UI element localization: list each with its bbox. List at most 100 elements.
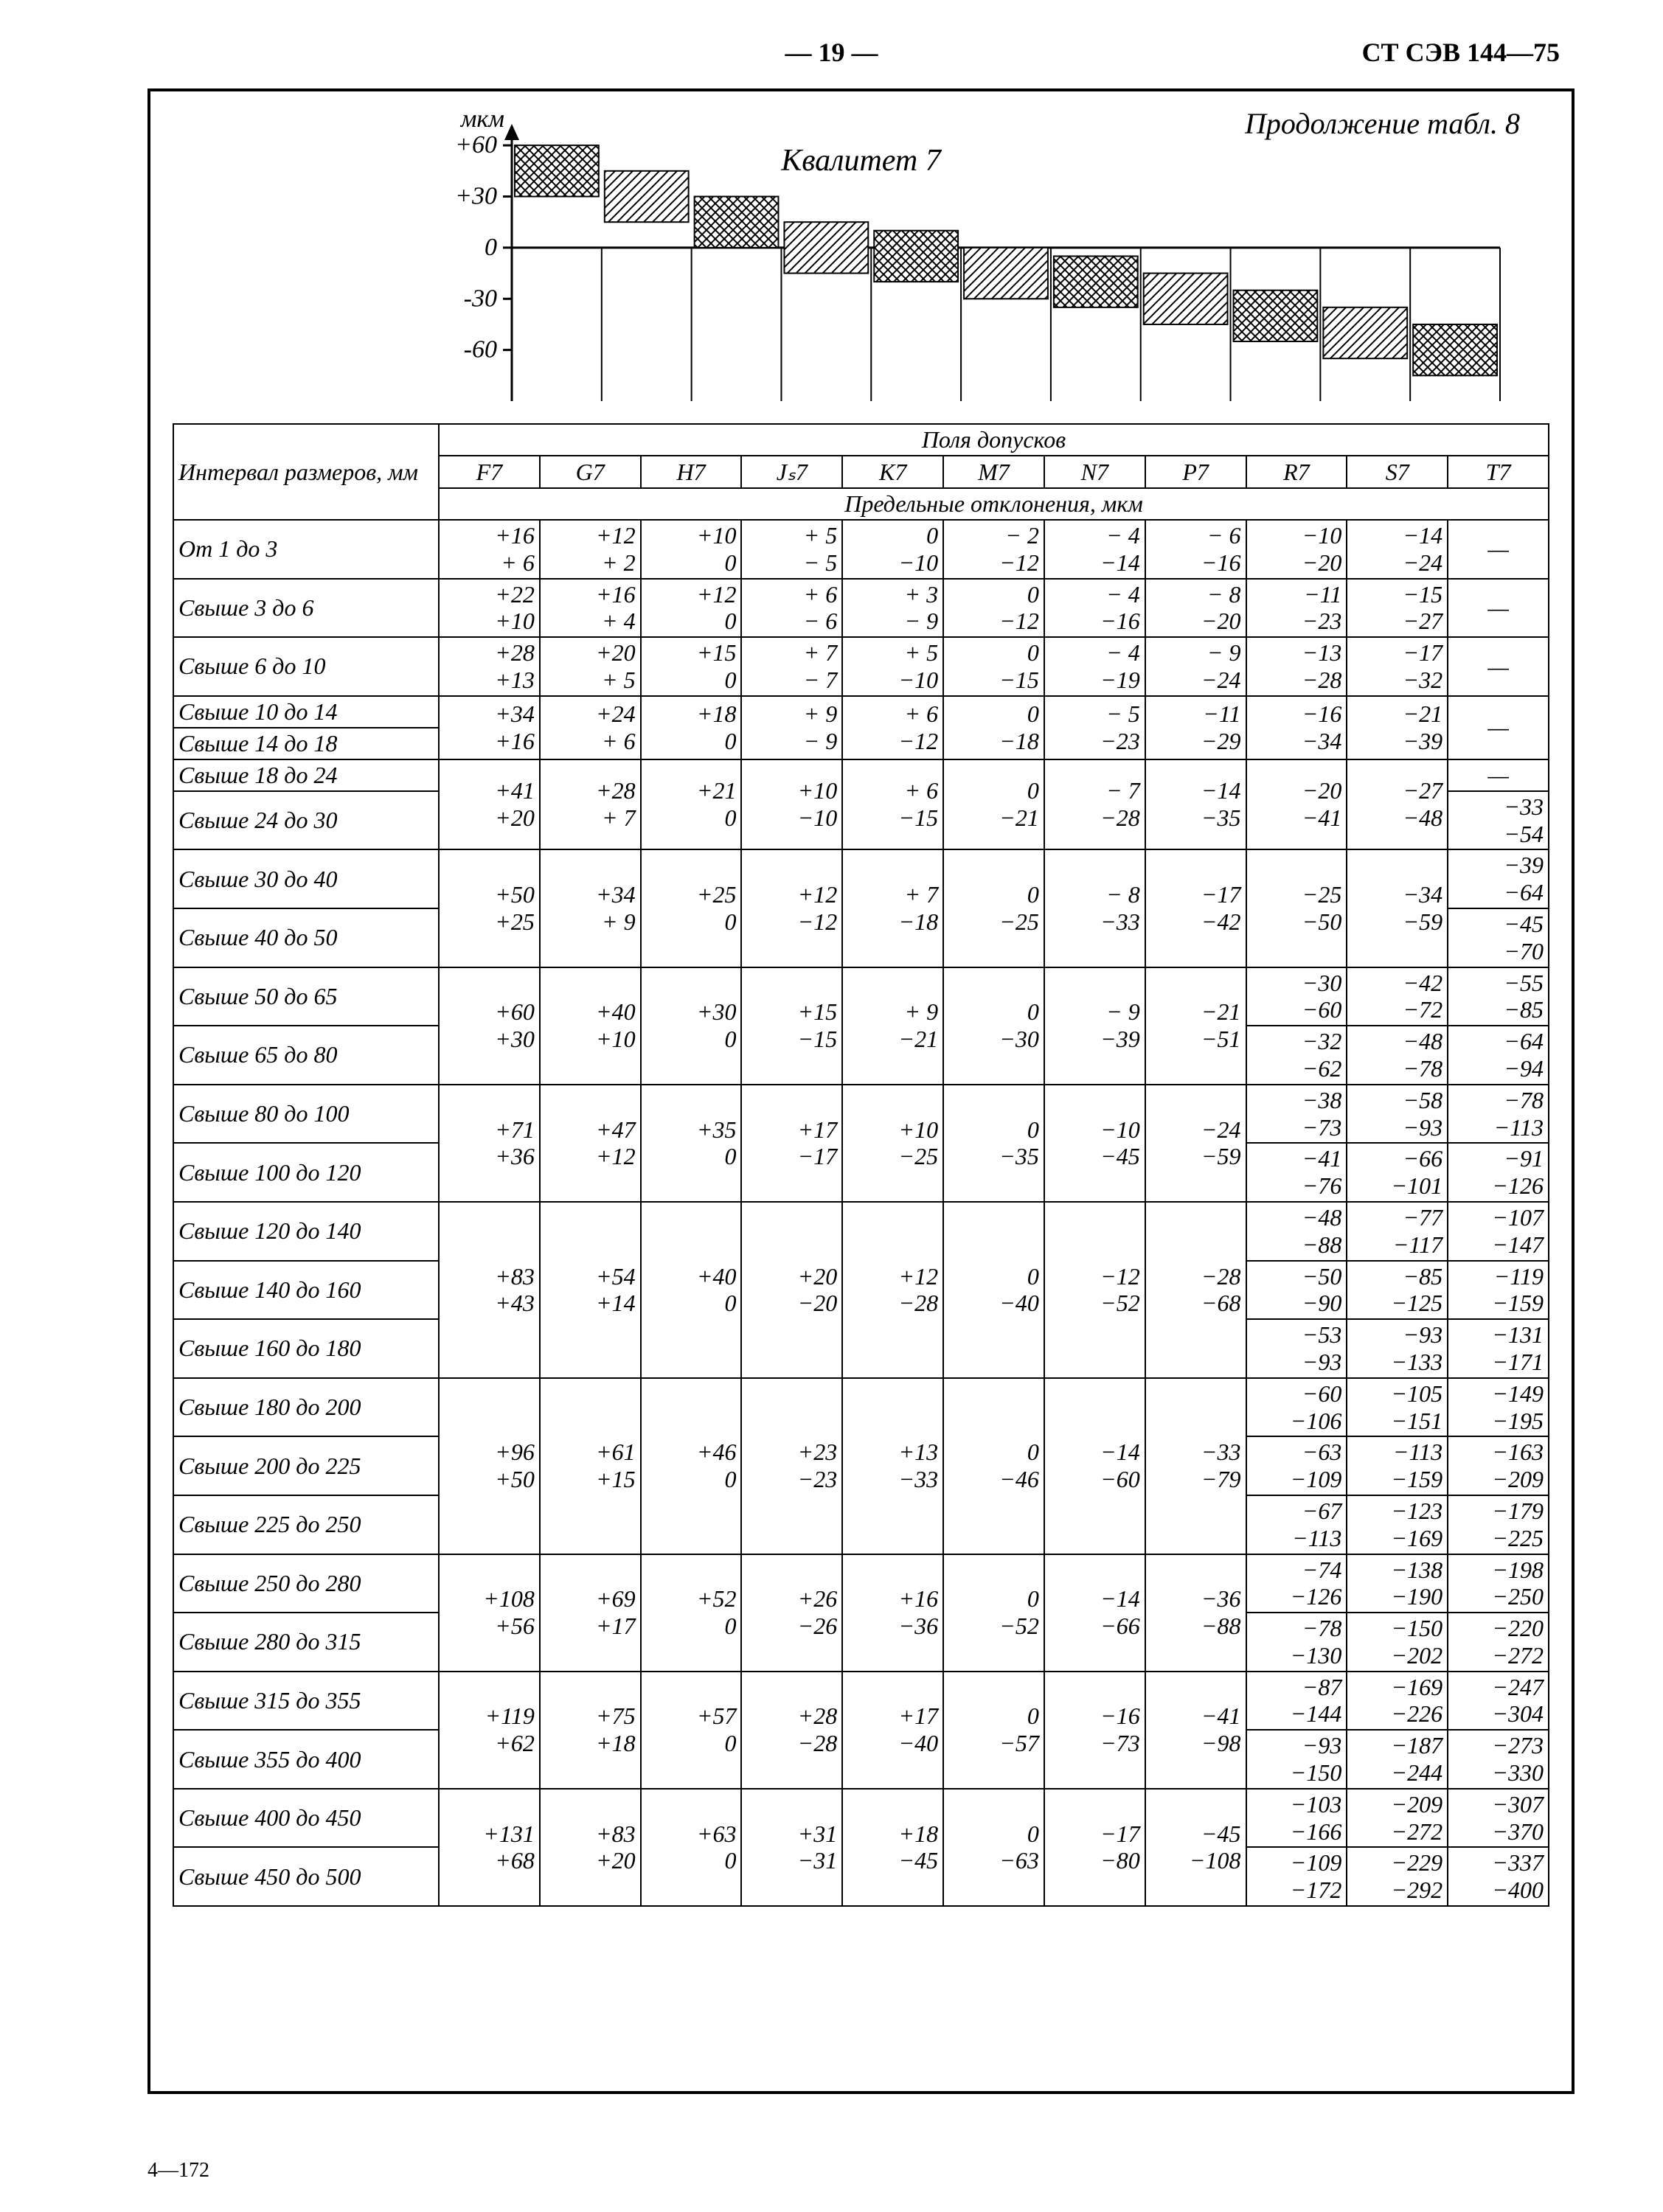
cell: +31−31 bbox=[741, 1789, 842, 1906]
cell: +570 bbox=[641, 1672, 742, 1789]
cell: − 9−24 bbox=[1145, 637, 1246, 696]
row-label: Свыше 160 до 180 bbox=[173, 1319, 439, 1378]
cell: −20−41 bbox=[1246, 759, 1347, 850]
cell: −85−125 bbox=[1347, 1261, 1448, 1320]
cell: −337−400 bbox=[1448, 1847, 1549, 1906]
cell: +41+20 bbox=[439, 759, 540, 850]
row-label: Свыше 10 до 14 bbox=[173, 696, 439, 728]
cell: −179−225 bbox=[1448, 1495, 1549, 1554]
col-head-S7: S7 bbox=[1347, 456, 1448, 488]
svg-text:мкм: мкм bbox=[460, 106, 504, 133]
cell: −74−126 bbox=[1246, 1554, 1347, 1613]
footer-note: 4—172 bbox=[147, 2159, 209, 2183]
cell: + 7− 7 bbox=[741, 637, 842, 696]
cell: −149−195 bbox=[1448, 1378, 1549, 1437]
cell: 0−63 bbox=[943, 1789, 1044, 1906]
cell: 0−12 bbox=[943, 579, 1044, 638]
table-row: Свыше 80 до 100+71+36+47+12+350+17−17+10… bbox=[173, 1085, 1549, 1144]
cell: 0−35 bbox=[943, 1085, 1044, 1202]
cell: +150 bbox=[641, 637, 742, 696]
cell: +100 bbox=[641, 520, 742, 579]
cell: − 8−20 bbox=[1145, 579, 1246, 638]
cell: — bbox=[1448, 520, 1549, 579]
cell: +34+ 9 bbox=[540, 849, 641, 967]
cell: −187−244 bbox=[1347, 1730, 1448, 1789]
cell: −93−133 bbox=[1347, 1319, 1448, 1378]
cell: −103−166 bbox=[1246, 1789, 1347, 1848]
cell: −32−62 bbox=[1246, 1026, 1347, 1085]
cell: +83+43 bbox=[439, 1202, 540, 1378]
cell: − 8−33 bbox=[1044, 849, 1145, 967]
table-row: Свыше 3 до 6+22+10+16+ 4+120+ 6− 6+ 3− 9… bbox=[173, 579, 1549, 638]
cell: +17−40 bbox=[842, 1672, 943, 1789]
svg-text:+60: +60 bbox=[455, 131, 497, 159]
cell: +131+68 bbox=[439, 1789, 540, 1906]
cell: −50−90 bbox=[1246, 1261, 1347, 1320]
chart-area: Продолжение табл. 8 Квалитет 7 мкм+60+30… bbox=[173, 106, 1549, 416]
cell: +22+10 bbox=[439, 579, 540, 638]
cell: — bbox=[1448, 579, 1549, 638]
cell: −21−51 bbox=[1145, 967, 1246, 1085]
cell: − 5−23 bbox=[1044, 696, 1145, 759]
cell: +50+25 bbox=[439, 849, 540, 967]
table-row: Свыше 18 до 24+41+20+28+ 7+210+10−10+ 6−… bbox=[173, 759, 1549, 791]
cell: +18−45 bbox=[842, 1789, 943, 1906]
cell: −30−60 bbox=[1246, 967, 1347, 1026]
cell: +71+36 bbox=[439, 1085, 540, 1202]
cell: −66−101 bbox=[1347, 1143, 1448, 1202]
cell: −119−159 bbox=[1448, 1261, 1549, 1320]
table-head: Интервал размеров, мм Поля допусков F7G7… bbox=[173, 424, 1549, 520]
cell: +300 bbox=[641, 967, 742, 1085]
cell: +10−10 bbox=[741, 759, 842, 850]
cell: −11−29 bbox=[1145, 696, 1246, 759]
cell: −33−54 bbox=[1448, 791, 1549, 850]
section-header-bottom: Предельные отклонения, мкм bbox=[439, 488, 1549, 520]
col-head-M7: M7 bbox=[943, 456, 1044, 488]
cell: −12−52 bbox=[1044, 1202, 1145, 1378]
interval-header-text: Интервал размеров, мм bbox=[178, 459, 418, 485]
table-row: Свыше 180 до 200+96+50+61+15+460+23−23+1… bbox=[173, 1378, 1549, 1437]
cell: + 6−15 bbox=[842, 759, 943, 850]
cell: 0−46 bbox=[943, 1378, 1044, 1554]
cell: −273−330 bbox=[1448, 1730, 1549, 1789]
cell: +96+50 bbox=[439, 1378, 540, 1554]
cell: −113−159 bbox=[1347, 1436, 1448, 1495]
row-label: Свыше 315 до 355 bbox=[173, 1672, 439, 1731]
col-head-P7: P7 bbox=[1145, 456, 1246, 488]
cell: + 9−21 bbox=[842, 967, 943, 1085]
table-row: Свыше 120 до 140+83+43+54+14+400+20−20+1… bbox=[173, 1202, 1549, 1261]
cell: −53−93 bbox=[1246, 1319, 1347, 1378]
cell: −91−126 bbox=[1448, 1143, 1549, 1202]
cell: +17−17 bbox=[741, 1085, 842, 1202]
cell: −93−150 bbox=[1246, 1730, 1347, 1789]
cell: − 6−16 bbox=[1145, 520, 1246, 579]
cell: + 5−10 bbox=[842, 637, 943, 696]
cell: +24+ 6 bbox=[540, 696, 641, 759]
svg-text:0: 0 bbox=[485, 234, 497, 261]
row-label: Свыше 18 до 24 bbox=[173, 759, 439, 791]
cell: −27−48 bbox=[1347, 759, 1448, 850]
tolerance-table: Интервал размеров, мм Поля допусков F7G7… bbox=[173, 423, 1549, 1907]
cell: +15−15 bbox=[741, 967, 842, 1085]
doc-code: СТ СЭВ 144—75 bbox=[1362, 37, 1560, 68]
col-head-K7: K7 bbox=[842, 456, 943, 488]
row-label: Свыше 450 до 500 bbox=[173, 1847, 439, 1906]
table-row: Свыше 400 до 450+131+68+83+20+630+31−31+… bbox=[173, 1789, 1549, 1848]
cell: −123−169 bbox=[1347, 1495, 1448, 1554]
cell: +10−25 bbox=[842, 1085, 943, 1202]
table-row: Свыше 30 до 40+50+25+34+ 9+250+12−12+ 7−… bbox=[173, 849, 1549, 908]
cell: −11−23 bbox=[1246, 579, 1347, 638]
cell: −33−79 bbox=[1145, 1378, 1246, 1554]
cell: −28−68 bbox=[1145, 1202, 1246, 1378]
cell: −307−370 bbox=[1448, 1789, 1549, 1848]
table-row: Свыше 315 до 355+119+62+75+18+570+28−28+… bbox=[173, 1672, 1549, 1731]
cell: −14−60 bbox=[1044, 1378, 1145, 1554]
cell: −17−80 bbox=[1044, 1789, 1145, 1906]
cell: +180 bbox=[641, 696, 742, 759]
cell: −17−42 bbox=[1145, 849, 1246, 967]
cell: −229−292 bbox=[1347, 1847, 1448, 1906]
cell: +400 bbox=[641, 1202, 742, 1378]
cell: −39−64 bbox=[1448, 849, 1549, 908]
table-row: Свыше 250 до 280+108+56+69+17+520+26−26+… bbox=[173, 1554, 1549, 1613]
col-head-T7: T7 bbox=[1448, 456, 1549, 488]
